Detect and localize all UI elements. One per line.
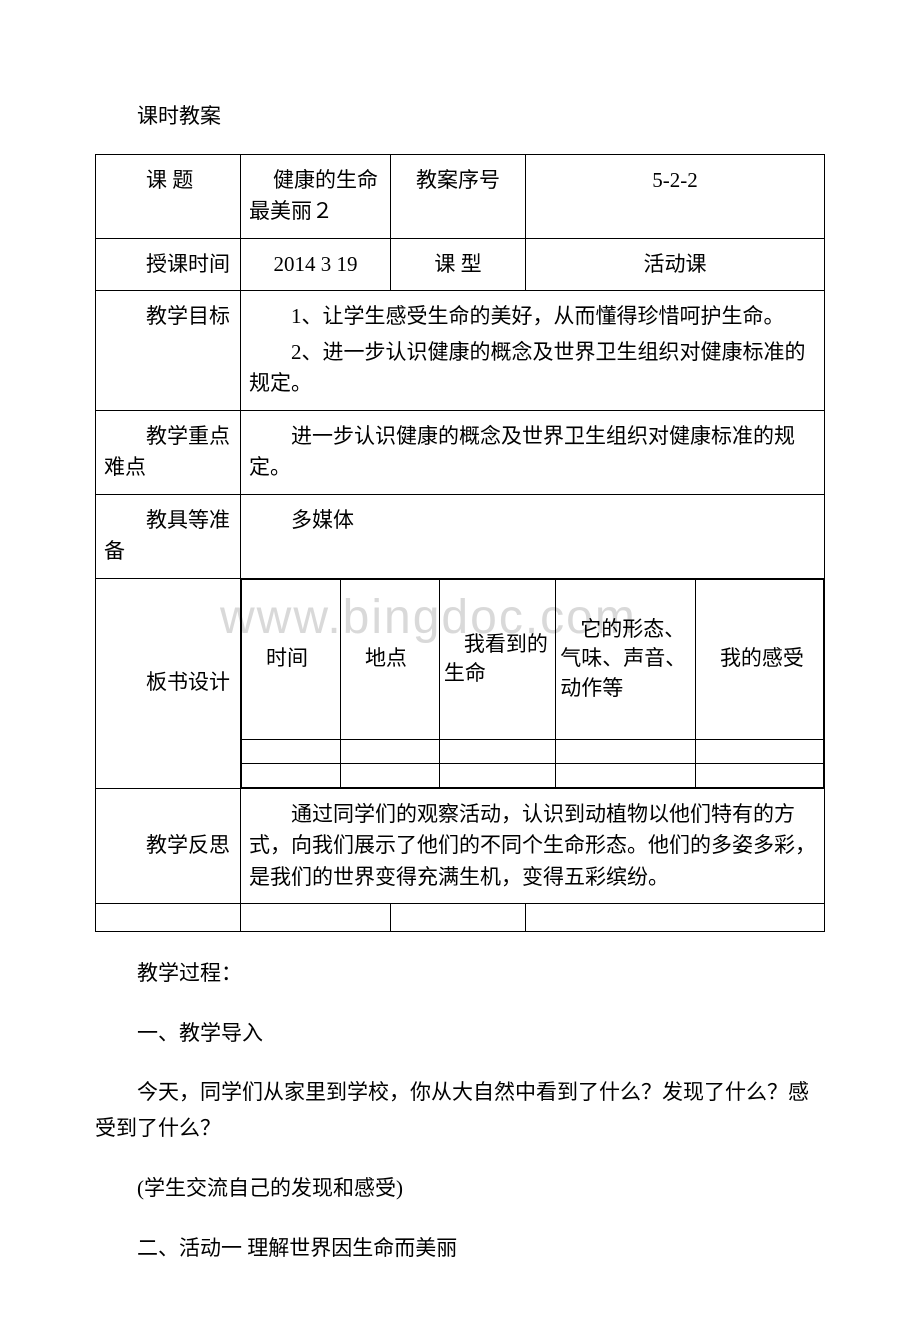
goal-line-1: 1、让学生感受生命的美好，从而懂得珍惜呵护生命。	[249, 301, 816, 333]
board-header-row: 时间 地点 我看到的生命 它的形态、气味、声音、动作等 我的感受	[242, 579, 824, 739]
table-row-empty	[96, 904, 825, 932]
document-content: 课时教案 课 题 健康的生命最美丽２ 教案序号 5-2-2 授课时间 2014 …	[95, 100, 825, 1266]
time-value: 2014 3 19	[241, 238, 391, 291]
body-section-1-note: (学生交流自己的发现和感受)	[95, 1171, 825, 1207]
reflection-value: 通过同学们的观察活动，认识到动植物以他们特有的方式，向我们展示了他们的不同个生命…	[241, 788, 825, 904]
board-col-time: 时间	[242, 579, 341, 739]
body-process-heading: 教学过程：	[95, 956, 825, 992]
board-col-life: 我看到的生命	[439, 579, 555, 739]
body-section-1-heading: 一、教学导入	[95, 1016, 825, 1052]
class-type-value: 活动课	[526, 238, 825, 291]
board-inner-table: 时间 地点 我看到的生命 它的形态、气味、声音、动作等 我的感受	[241, 579, 824, 788]
board-empty-row-1	[242, 739, 824, 763]
body-section-1-text: 今天，同学们从家里到学校，你从大自然中看到了什么？发现了什么？感受到了什么？	[95, 1075, 825, 1146]
board-col-place: 地点	[340, 579, 439, 739]
time-label: 授课时间	[96, 238, 241, 291]
board-empty-row-2	[242, 763, 824, 787]
topic-label: 课 题	[96, 154, 241, 238]
goal-line-2: 2、进一步认识健康的概念及世界卫生组织对健康标准的规定。	[249, 337, 816, 400]
table-row-tools: 教具等准备 多媒体	[96, 494, 825, 578]
table-row-difficulty: 教学重点难点 进一步认识健康的概念及世界卫生组织对健康标准的规定。	[96, 410, 825, 494]
board-col-form: 它的形态、气味、声音、动作等	[556, 579, 696, 739]
lesson-plan-table: 课 题 健康的生命最美丽２ 教案序号 5-2-2 授课时间 2014 3 19 …	[95, 154, 825, 933]
table-row-reflection: 教学反思 通过同学们的观察活动，认识到动植物以他们特有的方式，向我们展示了他们的…	[96, 788, 825, 904]
tools-label: 教具等准备	[96, 494, 241, 578]
plan-number-label: 教案序号	[391, 154, 526, 238]
tools-value: 多媒体	[241, 494, 825, 578]
table-row-topic: 课 题 健康的生命最美丽２ 教案序号 5-2-2	[96, 154, 825, 238]
table-row-board: 板书设计 时间 地点 我看到的生命 它的形态、气味、声音、动作等 我的感受	[96, 578, 825, 788]
plan-number-value: 5-2-2	[526, 154, 825, 238]
goal-label: 教学目标	[96, 291, 241, 411]
body-section-2-heading: 二、活动一 理解世界因生命而美丽	[95, 1231, 825, 1267]
reflection-label: 教学反思	[96, 788, 241, 904]
board-value: 时间 地点 我看到的生命 它的形态、气味、声音、动作等 我的感受	[241, 578, 825, 788]
table-row-goal: 教学目标 1、让学生感受生命的美好，从而懂得珍惜呵护生命。 2、进一步认识健康的…	[96, 291, 825, 411]
class-type-label: 课 型	[391, 238, 526, 291]
goal-value: 1、让学生感受生命的美好，从而懂得珍惜呵护生命。 2、进一步认识健康的概念及世界…	[241, 291, 825, 411]
topic-value: 健康的生命最美丽２	[241, 154, 391, 238]
board-col-feeling: 我的感受	[695, 579, 823, 739]
board-label: 板书设计	[96, 578, 241, 788]
table-row-time: 授课时间 2014 3 19 课 型 活动课	[96, 238, 825, 291]
difficulty-value: 进一步认识健康的概念及世界卫生组织对健康标准的规定。	[241, 410, 825, 494]
difficulty-label: 教学重点难点	[96, 410, 241, 494]
page-title: 课时教案	[95, 100, 825, 134]
